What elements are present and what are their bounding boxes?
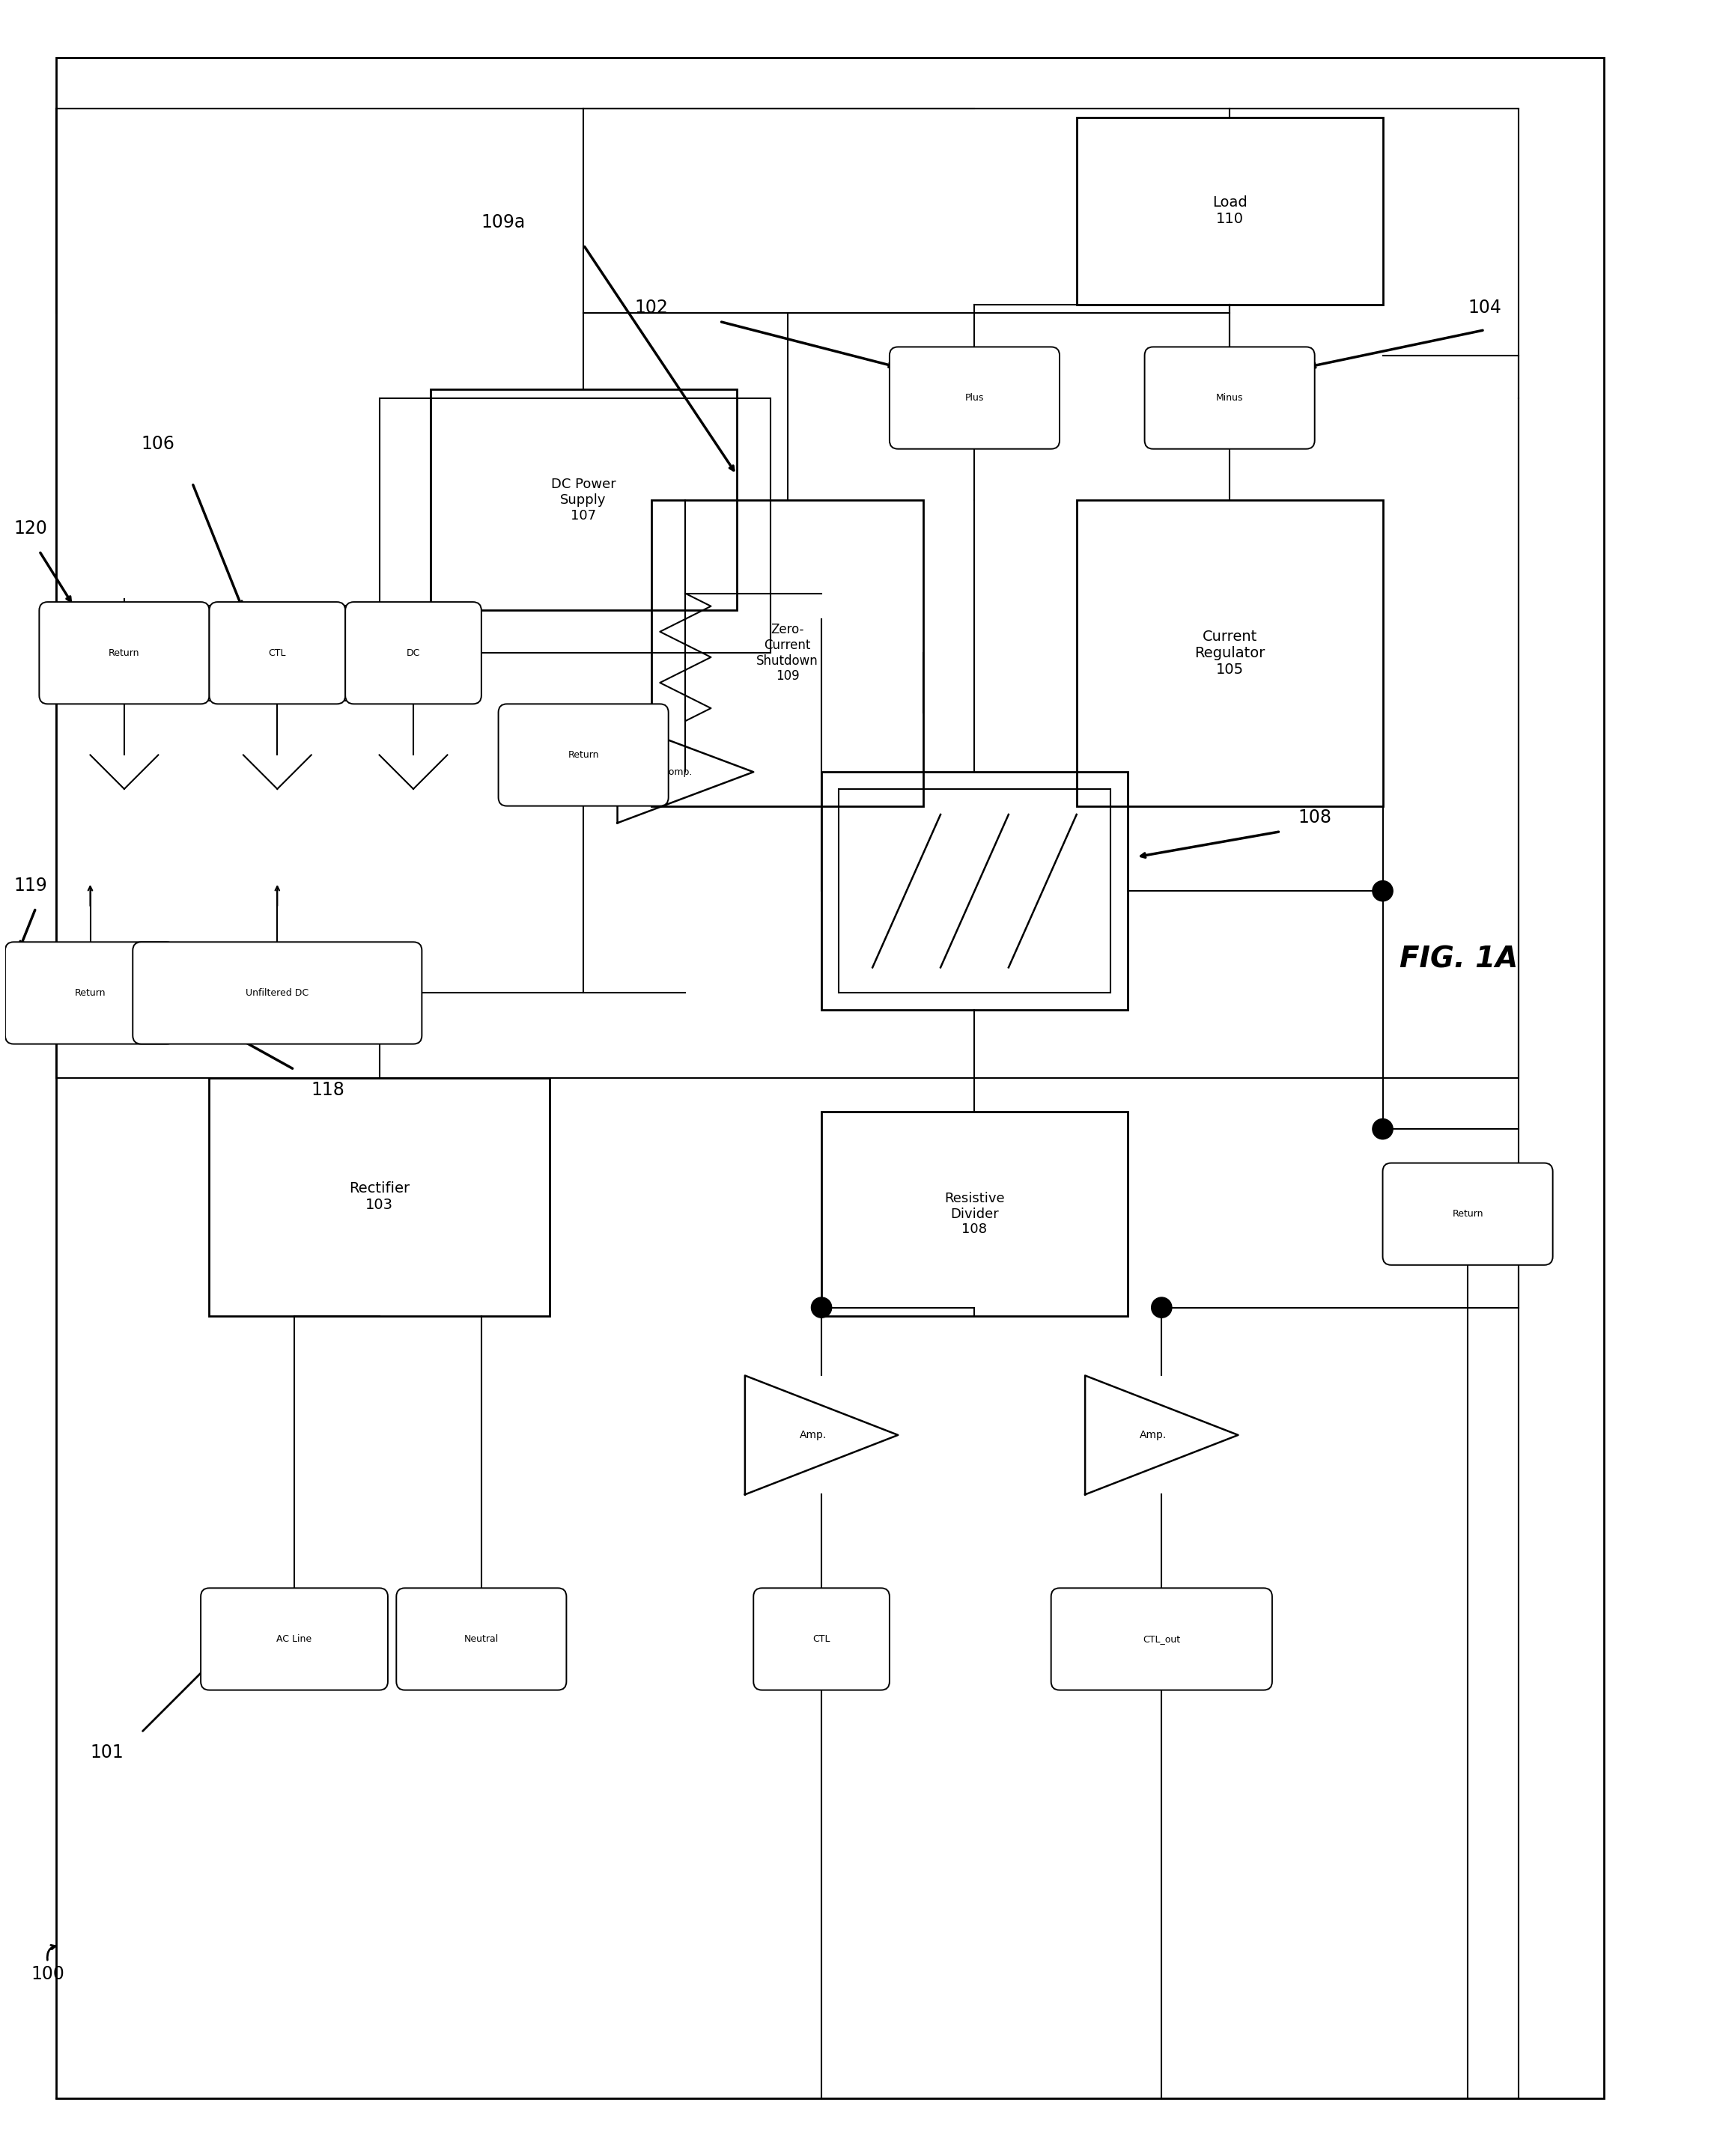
Text: 119: 119 [14,877,48,895]
Bar [838,789,1110,994]
Text: FIG. 1A: FIG. 1A [1400,944,1518,972]
Bar [56,110,1519,1078]
FancyBboxPatch shape [209,602,346,705]
Bar [821,772,1128,1009]
Circle shape [1372,882,1393,901]
FancyBboxPatch shape [39,602,209,705]
Text: 109a: 109a [481,213,525,231]
Bar [431,390,736,610]
Text: CTL: CTL [813,1634,830,1643]
Text: AC Line: AC Line [277,1634,311,1643]
Text: Plus: Plus [965,392,984,403]
Text: Rectifier
103: Rectifier 103 [349,1181,409,1212]
Text: 118: 118 [311,1080,346,1100]
Bar [1076,500,1382,806]
FancyBboxPatch shape [1051,1589,1273,1690]
FancyBboxPatch shape [890,347,1059,448]
Circle shape [1372,1119,1393,1138]
FancyBboxPatch shape [753,1589,890,1690]
Bar [10,944,402,1041]
Text: 106: 106 [142,436,175,453]
Text: Resistive
Divider
108: Resistive Divider 108 [944,1192,1004,1235]
Text: Amp.: Amp. [1140,1429,1167,1440]
FancyBboxPatch shape [1145,347,1314,448]
Text: Return: Return [568,750,599,759]
FancyBboxPatch shape [5,942,175,1044]
Text: Return: Return [1453,1210,1483,1218]
FancyBboxPatch shape [1382,1162,1554,1266]
FancyBboxPatch shape [498,705,669,806]
Circle shape [1152,1298,1172,1317]
Text: Current
Regulator
105: Current Regulator 105 [1194,630,1264,677]
Text: 102: 102 [635,300,667,317]
Text: Return: Return [110,649,140,658]
FancyBboxPatch shape [200,1589,388,1690]
Text: DC: DC [407,649,421,658]
Text: 108: 108 [1297,808,1331,826]
Text: Unfiltered DC: Unfiltered DC [246,987,308,998]
Bar [380,399,770,653]
Bar [209,1078,549,1315]
Bar [1076,116,1382,304]
Text: 101: 101 [91,1744,123,1761]
Text: 100: 100 [31,1964,65,1984]
Text: Load
110: Load 110 [1211,196,1247,226]
Text: DC Power
Supply
107: DC Power Supply 107 [551,479,616,522]
FancyBboxPatch shape [346,602,481,705]
Bar [48,606,438,701]
Text: Minus: Minus [1217,392,1244,403]
Text: CTL: CTL [269,649,286,658]
Text: 104: 104 [1468,300,1501,317]
FancyBboxPatch shape [133,942,423,1044]
Text: Neutral: Neutral [464,1634,498,1643]
Text: CTL_out: CTL_out [1143,1634,1181,1643]
Text: Zero-
Current
Shutdown
109: Zero- Current Shutdown 109 [756,623,818,683]
FancyBboxPatch shape [397,1589,566,1690]
Text: 120: 120 [14,520,48,537]
Text: Amp.: Amp. [799,1429,826,1440]
Text: Comp.: Comp. [662,768,691,776]
Bar [821,1112,1128,1315]
Text: Return: Return [75,987,106,998]
Bar [652,500,924,806]
Circle shape [811,1298,832,1317]
